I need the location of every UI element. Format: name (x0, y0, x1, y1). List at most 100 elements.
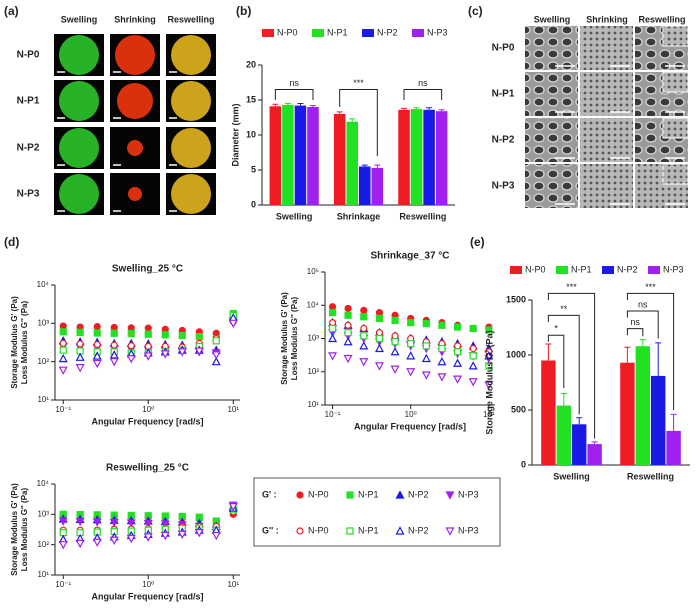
data-point (438, 321, 446, 329)
gel (115, 35, 155, 75)
data-point (144, 330, 152, 338)
data-point (453, 323, 462, 331)
data-point (110, 323, 118, 332)
legend-marker (395, 490, 405, 499)
data-point (485, 362, 493, 370)
data-point (228, 319, 238, 329)
data-point (328, 303, 337, 311)
error-bar (591, 441, 598, 445)
data-point (93, 340, 101, 349)
significance-label: ns (638, 299, 648, 309)
sem-inset (662, 71, 689, 93)
significance-label: *** (353, 78, 364, 88)
data-point (453, 348, 462, 356)
bar (666, 430, 681, 465)
significance-bracket (626, 310, 659, 339)
x-tick-label: Shrinkage (337, 211, 381, 221)
row-label: N-P0 (17, 50, 40, 61)
error-bar (413, 107, 420, 110)
significance-label: ** (560, 304, 568, 314)
legend-label: N-P3 (427, 27, 448, 37)
data-point (143, 519, 153, 529)
row-label: N-P1 (17, 96, 40, 107)
data-point (211, 356, 221, 366)
column-header: Reswelling (167, 14, 214, 24)
panel-label: (b) (236, 4, 251, 18)
error-bar (624, 346, 631, 363)
bar (435, 111, 448, 205)
legend-label: N-P0 (525, 264, 546, 274)
gel (171, 174, 211, 214)
data-point (110, 329, 118, 337)
sem-inset (662, 25, 689, 47)
bar (423, 109, 435, 205)
y-tick-label: 10³ (37, 509, 49, 518)
data-point (360, 306, 368, 315)
gel (127, 140, 143, 156)
data-point (344, 321, 352, 329)
data-point (390, 346, 400, 356)
row-label: N-P1 (492, 89, 515, 100)
data-point (93, 323, 101, 331)
data-point (228, 502, 238, 512)
data-point (391, 316, 399, 325)
gel (59, 81, 99, 121)
data-point (343, 354, 353, 364)
legend-label: N-P0 (308, 525, 329, 535)
data-point (390, 365, 400, 374)
data-point (75, 364, 85, 373)
data-point (375, 309, 384, 317)
x-tick-label: 10⁻¹ (55, 580, 71, 589)
row-label: N-P3 (492, 181, 515, 192)
significance-label: ns (418, 78, 428, 88)
data-point (195, 333, 203, 341)
error-bar (361, 164, 368, 167)
y-tick-label: 10² (37, 357, 49, 366)
data-point (406, 351, 416, 360)
bar (346, 121, 358, 205)
error-bar (374, 164, 381, 168)
bar (572, 424, 587, 465)
data-point (109, 358, 119, 367)
legend-marker (445, 527, 455, 536)
data-point (437, 356, 447, 366)
x-tick-label: 10⁰ (142, 405, 154, 414)
y-tick-label: 10³ (37, 318, 49, 327)
data-point (160, 520, 170, 529)
legend-swatch (412, 29, 424, 37)
data-point (484, 381, 494, 390)
error-bar (284, 103, 291, 105)
data-point (421, 371, 431, 380)
y-axis-label: Storage Modulus G' (Pa) (484, 330, 494, 434)
bar (620, 362, 635, 465)
significance-bracket (547, 292, 596, 439)
y-tick-label: 10¹ (37, 570, 49, 579)
data-point (422, 320, 430, 328)
significance-bracket (547, 314, 580, 415)
x-tick-label: Swelling (553, 471, 590, 481)
column-header: Shrinking (114, 14, 156, 24)
legend-swatch (556, 266, 568, 274)
y-tick-label: 10⁴ (37, 479, 50, 488)
data-point (127, 342, 135, 350)
data-point (161, 331, 169, 339)
data-point (92, 538, 102, 548)
data-point (421, 353, 431, 363)
legend-swatch (648, 266, 660, 274)
significance-bracket (339, 89, 378, 156)
y-axis-label: Loss Modulus G'' (Pa) (20, 487, 29, 571)
data-point (374, 362, 384, 371)
gel (59, 174, 99, 214)
x-tick-label: 10⁻¹ (55, 405, 71, 414)
column-header: Swelling (534, 14, 571, 24)
data-point (328, 319, 337, 327)
row-label: N-P3 (17, 189, 40, 200)
data-point (343, 336, 353, 346)
row-label: N-P0 (492, 43, 515, 54)
data-point (374, 343, 384, 353)
legend-label: N-P3 (458, 489, 479, 499)
significance-bracket (274, 89, 314, 100)
y-tick-label: 1000 (506, 349, 526, 359)
legend-label: N-P0 (308, 489, 329, 499)
